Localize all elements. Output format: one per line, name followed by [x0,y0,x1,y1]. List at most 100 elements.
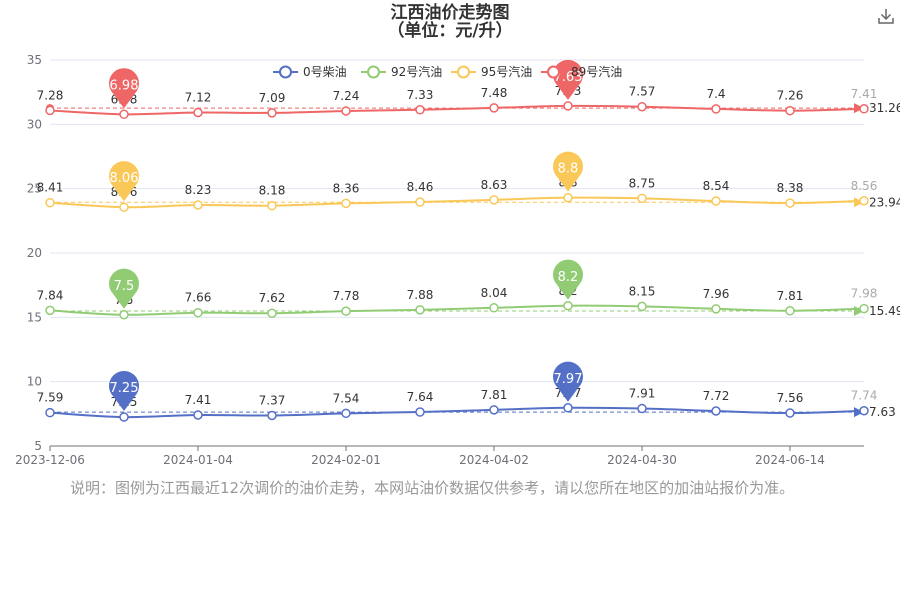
data-point [489,195,499,205]
data-point [193,307,203,318]
data-label: 8.54 [703,179,730,193]
data-point [563,101,573,111]
data-point [45,105,55,116]
data-label: 8.18 [259,184,286,198]
data-point [267,308,277,318]
y-tick-label: 15 [27,310,42,324]
average-label: 31.26 [869,101,900,115]
max-marker-pin-label: 7.97 [554,372,583,387]
data-label: 7.96 [703,287,730,301]
data-label: 7.54 [333,391,360,405]
data-label: 8.63 [481,178,508,192]
data-label: 7.28 [37,88,64,102]
legend-swatch-marker [279,65,292,79]
data-point [489,405,499,415]
x-tick-label: 2024-04-02 [459,453,529,467]
data-point [415,407,425,417]
data-label: 8.36 [333,181,360,195]
data-point [785,105,795,116]
legend-label: 0号柴油 [303,65,347,79]
min-marker-pin [109,161,140,202]
data-label: 7.84 [37,288,64,302]
data-label: 8.41 [37,181,64,195]
data-label: 7.98 [851,287,878,301]
data-label: 7.37 [259,394,286,408]
data-point [785,198,795,208]
data-point [341,198,351,209]
min-marker-pin [109,370,140,412]
series-line [49,406,865,419]
data-point [859,196,869,206]
data-label: 7.81 [777,289,804,303]
data-point [45,197,55,208]
average-label: 15.49 [869,304,900,318]
data-point [45,407,55,418]
max-marker-pin [553,361,583,402]
x-tick-label: 2023-12-06 [15,453,85,467]
data-label: 7.59 [37,391,64,405]
min-marker-pin [109,268,140,309]
data-label: 7.66 [185,291,212,305]
data-point [637,301,647,312]
y-tick-label: 10 [27,375,42,389]
data-point [415,305,425,315]
max-marker-pin [553,151,583,192]
data-label: 7.72 [703,389,730,403]
data-point [119,109,129,120]
data-label: 7.74 [851,389,878,403]
data-point [267,200,277,211]
legend-label: 89号汽油 [571,64,622,79]
data-point [267,410,277,421]
chart-subtitle: （单位：元/升） [387,21,513,41]
max-marker-pin-label: 8.2 [558,270,579,285]
y-tick-label: 30 [27,117,42,131]
data-label: 7.41 [185,393,212,407]
data-point [267,108,277,118]
data-label: 8.75 [629,176,656,190]
data-label: 8.15 [629,284,656,298]
average-label: 7.63 [869,405,896,419]
max-marker-pin [553,259,583,300]
y-tick-label: 35 [27,53,42,67]
legend-label: 95号汽油 [481,64,532,79]
data-point [859,405,869,416]
data-point [637,403,647,414]
data-point [859,303,869,314]
data-point [785,306,795,316]
y-tick-label: 5 [34,439,42,453]
data-label: 8.38 [777,181,804,195]
average-line-arrow [854,197,864,208]
data-point [563,403,573,413]
data-point [45,305,55,316]
download-icon[interactable] [876,6,896,26]
data-label: 8.56 [851,179,878,193]
max-marker-pin-label: 7.63 [554,70,583,85]
data-label: 8.04 [481,286,508,300]
chart-note: 说明：图例为江西最近12次调价的油价走势，本网站油价数据仅供参考，请以您所在地区… [70,479,795,497]
data-point [637,101,647,112]
data-point [193,410,203,420]
average-label: 23.94 [869,195,900,209]
series-line [49,196,865,209]
data-label: 7.4 [706,87,725,101]
legend-swatch-marker [367,65,380,79]
legend-swatch-marker [547,65,560,79]
data-point [563,192,573,203]
y-tick-label: 25 [27,182,42,196]
data-label: 7.09 [259,91,286,105]
data-label: 7.78 [333,289,360,303]
data-point [193,200,203,210]
data-point [119,412,129,422]
data-label: 7.91 [629,387,656,401]
min-marker-pin-label: 8.06 [110,171,139,186]
data-label: 7.48 [481,86,508,100]
data-label: 7.33 [407,88,434,102]
data-point [785,408,795,418]
x-tick-label: 2024-02-01 [311,453,381,467]
max-marker-pin-label: 8.8 [558,162,579,177]
legend-label: 92号汽油 [391,64,442,79]
series-line [49,104,865,116]
data-point [341,408,351,419]
average-line-arrow [854,407,864,418]
